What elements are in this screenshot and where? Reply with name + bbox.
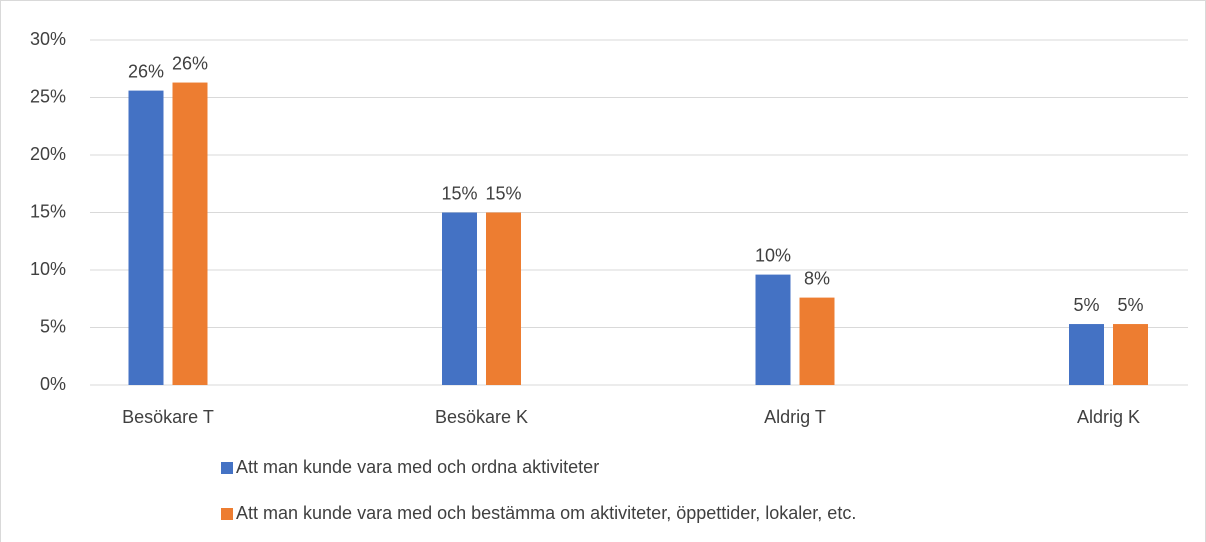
y-tick-label: 10%: [30, 259, 66, 279]
x-tick-label: Aldrig K: [1077, 407, 1140, 427]
legend-label: Att man kunde vara med och bestämma om a…: [236, 503, 856, 523]
value-label: 15%: [485, 183, 521, 203]
value-label: 8%: [804, 268, 830, 288]
value-label: 15%: [441, 183, 477, 203]
bar: [1069, 324, 1104, 385]
value-label: 5%: [1117, 295, 1143, 315]
bar: [442, 212, 477, 385]
y-tick-label: 15%: [30, 201, 66, 221]
bar: [755, 274, 791, 385]
y-tick-label: 5%: [40, 316, 66, 336]
legend-swatch: [221, 462, 233, 474]
y-tick-label: 0%: [40, 374, 66, 394]
bar: [799, 297, 835, 385]
legend-label: Att man kunde vara med och ordna aktivit…: [236, 457, 599, 477]
y-tick-label: 30%: [30, 29, 66, 49]
x-tick-label: Besökare T: [122, 407, 214, 427]
value-label: 26%: [172, 53, 208, 73]
value-label: 5%: [1073, 295, 1099, 315]
y-tick-label: 25%: [30, 86, 66, 106]
bar: [1113, 324, 1148, 385]
x-tick-label: Besökare K: [435, 407, 528, 427]
bar: [486, 212, 521, 385]
value-label: 26%: [128, 61, 164, 81]
y-tick-label: 20%: [30, 144, 66, 164]
x-tick-label: Aldrig T: [764, 407, 826, 427]
bar: [172, 82, 208, 386]
bar: [128, 90, 164, 385]
value-label: 10%: [755, 245, 791, 265]
legend-swatch: [221, 508, 233, 520]
